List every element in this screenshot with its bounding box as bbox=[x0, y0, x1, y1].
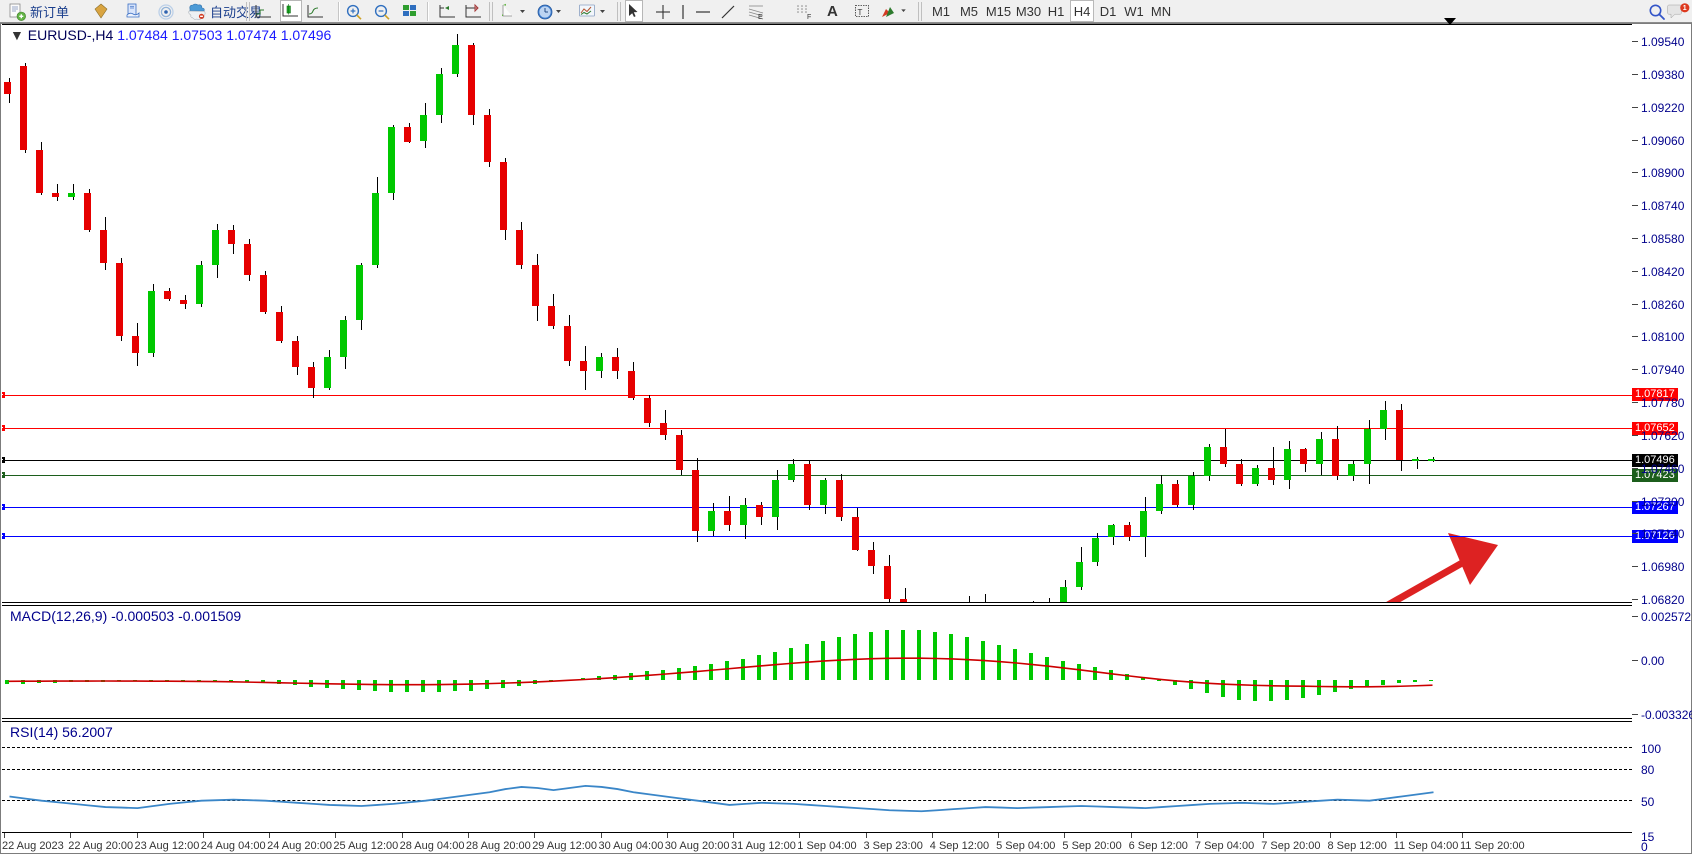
svg-text:1: 1 bbox=[1683, 5, 1687, 12]
svg-text:T: T bbox=[858, 8, 863, 17]
svg-text:F: F bbox=[807, 14, 811, 20]
svg-text:E: E bbox=[758, 14, 763, 20]
